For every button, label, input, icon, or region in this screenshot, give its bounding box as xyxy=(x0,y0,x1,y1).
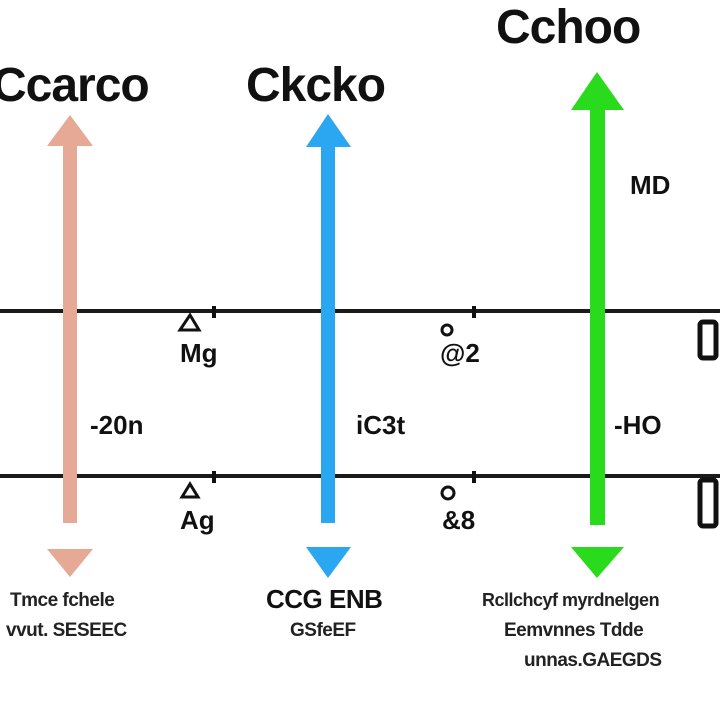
label-row2-mid: &8 xyxy=(442,505,476,535)
label-between-left: -20n xyxy=(90,410,144,440)
label-row1-left: Mg xyxy=(180,338,218,368)
arrow-middle xyxy=(306,114,351,578)
label-between-mid: iC3t xyxy=(356,410,406,440)
tick-marks xyxy=(177,306,719,529)
title-col1: Ccarco xyxy=(0,59,150,112)
label-row1-mid: @2 xyxy=(440,338,480,368)
title-col3: Cchoo xyxy=(496,1,641,54)
caption-left-line2: vvut. SESEEC xyxy=(6,620,127,641)
title-col2: Ckcko xyxy=(246,59,386,112)
label-row2-left: Ag xyxy=(180,505,215,535)
caption-mid-line1: CCG ENB xyxy=(266,584,383,614)
caption-left-line1: Tmce fchele xyxy=(10,590,115,611)
caption-right-line3: unnas.GAEGDS xyxy=(524,650,662,671)
caption-right-line2: Eemvnnes Tdde xyxy=(504,620,644,641)
caption-right-line1: Rcllchcyf myrdnelgen xyxy=(482,590,660,610)
label-top-right: MD xyxy=(630,170,671,200)
arrow-right xyxy=(571,72,624,578)
arrow-left xyxy=(47,115,93,577)
label-between-right: -HO xyxy=(614,410,662,440)
caption-mid-line2: GSfeEF xyxy=(290,620,356,641)
